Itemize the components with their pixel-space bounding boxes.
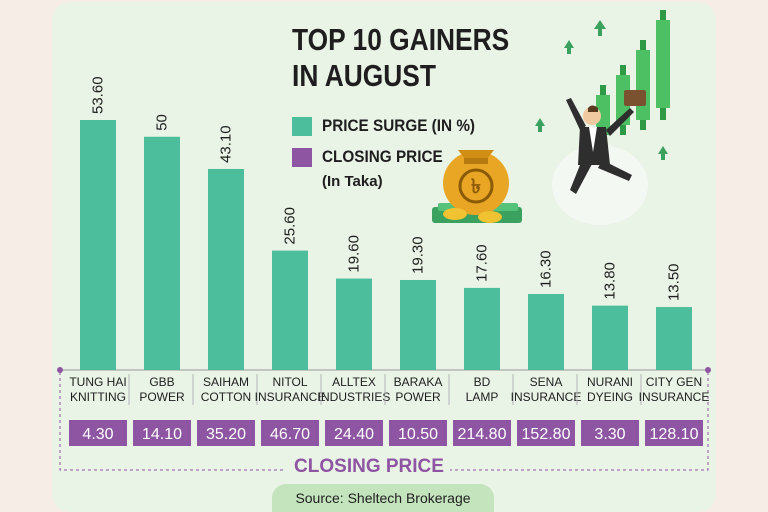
category-label: SENA INSURANCE bbox=[511, 375, 582, 404]
category-label: BARAKA POWER bbox=[394, 375, 443, 404]
category-label: CITY GEN INSURANCE bbox=[639, 375, 710, 404]
baseline-right-dot bbox=[705, 367, 711, 373]
closing-price-label: 152.80 bbox=[522, 426, 571, 443]
closing-price-box bbox=[325, 420, 383, 446]
title-line-2: IN AUGUST bbox=[292, 58, 436, 93]
legend-sublabel-closing: (In Taka) bbox=[322, 173, 383, 190]
data-label: 50 bbox=[154, 114, 171, 131]
closing-price-box bbox=[197, 420, 255, 446]
category-label-line: INSURANCE bbox=[639, 390, 710, 404]
category-label-line: TUNG HAI bbox=[69, 375, 126, 389]
category-label: SAIHAM COTTON bbox=[201, 375, 251, 404]
bar bbox=[208, 168, 244, 370]
title-line-1: TOP 10 GAINERS bbox=[292, 22, 510, 57]
legend-item-surge: PRICE SURGE (IN %) bbox=[292, 116, 492, 136]
closing-price-label: 4.30 bbox=[82, 426, 113, 443]
legend-swatch-closing bbox=[292, 147, 312, 167]
baseline-left-dot bbox=[57, 367, 63, 373]
bar bbox=[464, 287, 500, 370]
money-bag-icon: ৳ bbox=[432, 150, 522, 223]
closing-price-label: 3.30 bbox=[594, 426, 625, 443]
closing-price-label: 46.70 bbox=[270, 426, 310, 443]
data-label: 16.30 bbox=[538, 250, 555, 288]
legend-item-closing: CLOSING PRICE bbox=[292, 147, 456, 167]
closing-price-box bbox=[133, 420, 191, 446]
data-label: 43.10 bbox=[218, 125, 235, 163]
data-label: 19.30 bbox=[410, 236, 427, 274]
closing-bracket-right bbox=[450, 372, 709, 471]
closing-price-box bbox=[69, 420, 127, 446]
category-label-line: COTTON bbox=[201, 390, 251, 404]
closing-price-label: 14.10 bbox=[142, 426, 182, 443]
closing-price-label: 35.20 bbox=[206, 426, 246, 443]
category-label-line: BARAKA bbox=[394, 375, 443, 389]
legend-label-closing: CLOSING PRICE bbox=[322, 147, 443, 166]
source-pill: Source: Sheltech Brokerage bbox=[272, 484, 494, 512]
bar bbox=[144, 136, 180, 370]
data-label: 19.60 bbox=[346, 235, 363, 273]
category-label-line: CITY GEN bbox=[646, 375, 702, 389]
category-label-line: INSURANCE bbox=[255, 390, 326, 404]
bar bbox=[80, 120, 116, 370]
chart-title: TOP 10 GAINERS IN AUGUST bbox=[292, 22, 509, 94]
closing-price-label: 10.50 bbox=[398, 426, 438, 443]
closing-price-label: 128.10 bbox=[650, 426, 699, 443]
bar bbox=[528, 293, 564, 370]
svg-text:৳: ৳ bbox=[471, 174, 481, 198]
closing-price-label: 214.80 bbox=[458, 426, 507, 443]
legend-label-surge: PRICE SURGE (IN %) bbox=[322, 116, 476, 135]
bar bbox=[400, 279, 436, 370]
closing-price-label: 24.40 bbox=[334, 426, 374, 443]
closing-bracket-left bbox=[59, 372, 285, 471]
closing-price-box bbox=[453, 420, 511, 446]
category-label: GBB POWER bbox=[139, 375, 185, 404]
category-label-line: LAMP bbox=[466, 390, 499, 404]
bar bbox=[592, 305, 628, 370]
category-label-line: DYEING bbox=[587, 390, 633, 404]
data-label: 13.50 bbox=[666, 263, 683, 301]
source-text: Source: Sheltech Brokerage bbox=[295, 490, 471, 506]
category-label-line: BD bbox=[474, 375, 491, 389]
category-label: NURANI DYEING bbox=[587, 375, 633, 404]
closing-price-caption: CLOSING PRICE bbox=[294, 456, 444, 477]
category-label-line: INSURANCE bbox=[511, 390, 582, 404]
category-label: NITOL INSURANCE bbox=[255, 375, 326, 404]
category-label-line: POWER bbox=[395, 390, 441, 404]
businessman-illustration bbox=[552, 90, 648, 225]
category-label: TUNG HAI KNITTING bbox=[69, 375, 126, 404]
category-label-line: KNITTING bbox=[70, 390, 126, 404]
category-label-line: INDUSTRIES bbox=[318, 390, 391, 404]
category-label: BD LAMP bbox=[466, 375, 499, 404]
category-label: ALLTEX INDUSTRIES bbox=[318, 375, 391, 404]
closing-price-box bbox=[581, 420, 639, 446]
category-label-line: SAIHAM bbox=[203, 375, 249, 389]
category-label-line: GBB bbox=[149, 375, 174, 389]
bar bbox=[656, 307, 692, 370]
category-label-line: NURANI bbox=[587, 375, 633, 389]
data-label: 17.60 bbox=[474, 244, 491, 282]
bar bbox=[336, 278, 372, 370]
category-label-line: NITOL bbox=[272, 375, 307, 389]
category-label-line: ALLTEX bbox=[332, 375, 376, 389]
closing-price-box bbox=[645, 420, 703, 446]
category-label-line: POWER bbox=[139, 390, 185, 404]
closing-price-box bbox=[517, 420, 575, 446]
data-label: 13.80 bbox=[602, 262, 619, 300]
category-label-line: SENA bbox=[530, 375, 563, 389]
closing-price-box bbox=[261, 420, 319, 446]
closing-price-box bbox=[389, 420, 447, 446]
data-label: 25.60 bbox=[282, 207, 299, 245]
data-label: 53.60 bbox=[90, 76, 107, 114]
bar bbox=[272, 250, 308, 370]
legend-swatch-surge bbox=[292, 116, 312, 136]
